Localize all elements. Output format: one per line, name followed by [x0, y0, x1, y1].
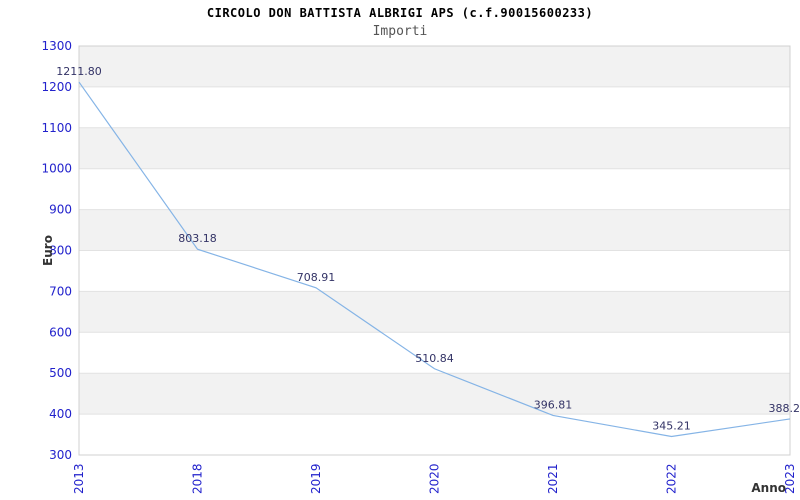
- x-tick-label: 2013: [72, 463, 86, 494]
- y-tick-label: 400: [49, 407, 72, 421]
- x-tick-label: 2019: [309, 463, 323, 494]
- point-label: 345.21: [652, 420, 691, 433]
- y-tick-label: 500: [49, 366, 72, 380]
- series-line: [78, 81, 791, 438]
- x-axis-label: Anno: [751, 481, 786, 495]
- x-tick-label: 2021: [546, 463, 560, 494]
- y-axis-label: Euro: [41, 235, 55, 266]
- y-tick-label: 1200: [41, 80, 72, 94]
- chart-subtitle: Importi: [372, 24, 428, 39]
- point-label: 708.91: [297, 271, 336, 284]
- x-tick-label: 2020: [428, 463, 442, 494]
- y-tick-label: 1000: [41, 162, 72, 176]
- point-label: 396.81: [534, 398, 573, 411]
- chart-title: CIRCOLO DON BATTISTA ALBRIGI APS (c.f.90…: [206, 6, 594, 20]
- y-tick-label: 1100: [41, 121, 72, 135]
- x-tick-label: 2023: [783, 463, 797, 494]
- plot-band: [79, 373, 790, 415]
- y-tick-label: 300: [49, 448, 72, 462]
- y-tick-label: 700: [49, 284, 72, 298]
- plot-band: [79, 127, 790, 169]
- x-tick-label: 2022: [665, 463, 679, 494]
- plot-band: [79, 46, 790, 87]
- y-tick-label: 800: [49, 244, 72, 258]
- plot-band: [79, 291, 790, 333]
- point-label: 1211.80: [56, 65, 102, 78]
- y-tick-label: 900: [49, 203, 72, 217]
- x-tick-label: 2018: [191, 463, 205, 494]
- y-tick-label: 1300: [41, 39, 72, 53]
- point-label: 510.84: [415, 352, 454, 365]
- point-label: 388.2: [769, 402, 800, 415]
- point-label: 803.18: [178, 232, 217, 245]
- plot-band: [79, 209, 790, 251]
- plot-border: [78, 45, 791, 456]
- y-tick-label: 600: [49, 325, 72, 339]
